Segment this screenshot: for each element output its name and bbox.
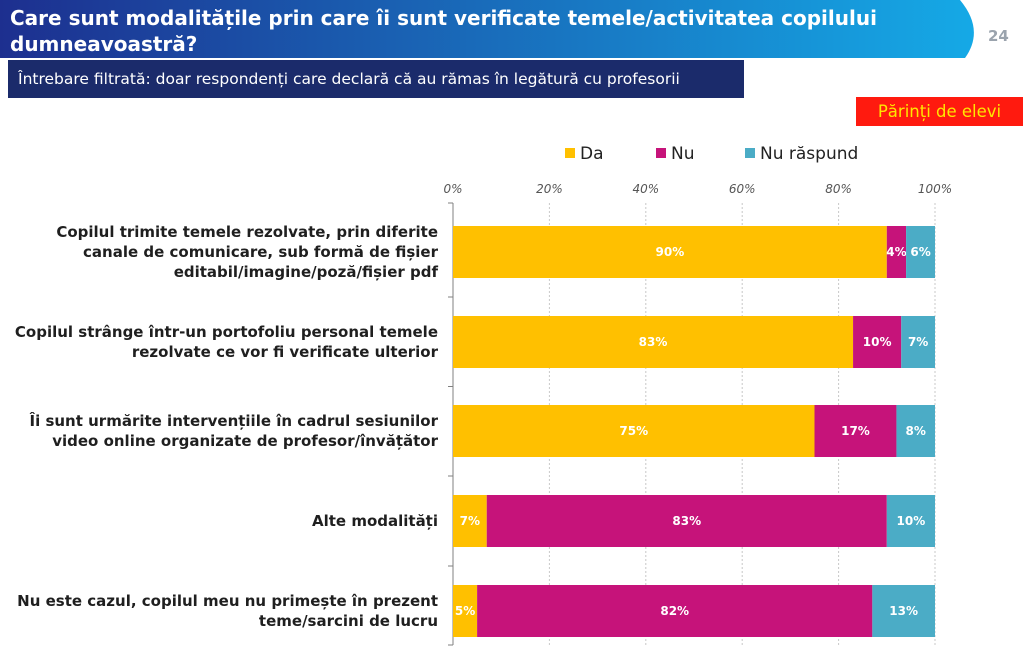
bar-segment <box>453 316 854 368</box>
x-tick-label: 40% <box>632 182 659 196</box>
legend-label: Da <box>580 144 604 164</box>
bar-segment <box>477 585 873 637</box>
bar-segment <box>901 316 935 368</box>
data-label: 5% <box>455 604 475 618</box>
category-label: Copilul strânge într-un portofoliu perso… <box>14 323 438 361</box>
audience-badge: Părinți de elevi <box>856 97 1023 126</box>
bar-segment <box>886 495 935 547</box>
category-label: Nu este cazul, copilul meu nu primește î… <box>17 592 438 630</box>
header-background <box>0 0 974 58</box>
data-label: 6% <box>910 245 930 259</box>
category-label: Îi sunt urmărite intervențiile în cadrul… <box>29 412 439 450</box>
data-label: 75% <box>619 424 648 438</box>
bar-segment <box>872 585 935 637</box>
x-tick-label: 100% <box>918 182 952 196</box>
bar-segment <box>886 226 907 278</box>
data-label: 7% <box>460 514 480 528</box>
bar-segment <box>453 585 478 637</box>
category-label: Alte modalități <box>312 512 438 530</box>
x-tick-label: 0% <box>443 182 462 196</box>
data-label: 83% <box>672 514 701 528</box>
data-label: 4% <box>886 245 906 259</box>
data-label: 8% <box>906 424 926 438</box>
data-label: 83% <box>639 335 668 349</box>
data-label: 7% <box>908 335 928 349</box>
filter-note: Întrebare filtrată: doar respondenți car… <box>18 70 680 88</box>
legend-label: Nu <box>671 144 695 164</box>
bar-segment <box>453 405 815 457</box>
x-tick-label: 60% <box>729 182 756 196</box>
legend-label: Nu răspund <box>760 144 858 164</box>
bar-segment <box>814 405 897 457</box>
page-number: 24 <box>988 27 1009 45</box>
data-label: 10% <box>897 514 926 528</box>
data-label: 90% <box>656 245 685 259</box>
legend-swatch <box>656 148 666 158</box>
filter-note-box: Întrebare filtrată: doar respondenți car… <box>8 60 744 98</box>
bar-segment <box>453 495 487 547</box>
data-label: 13% <box>889 604 918 618</box>
bar-segment <box>896 405 935 457</box>
data-label: 82% <box>660 604 689 618</box>
page-title: Care sunt modalitățile prin care îi sunt… <box>10 6 877 56</box>
bar-segment <box>906 226 935 278</box>
data-label: 10% <box>863 335 892 349</box>
bar-segment <box>486 495 887 547</box>
audience-label: Părinți de elevi <box>877 102 1002 121</box>
category-label: Copilul trimite temele rezolvate, prin d… <box>56 223 438 281</box>
x-tick-label: 20% <box>536 182 563 196</box>
legend-swatch <box>565 148 575 158</box>
bar-segment <box>853 316 902 368</box>
bar-segment <box>453 226 887 278</box>
header-banner <box>0 0 974 58</box>
legend-swatch <box>745 148 755 158</box>
x-tick-label: 80% <box>825 182 852 196</box>
data-label: 17% <box>841 424 870 438</box>
